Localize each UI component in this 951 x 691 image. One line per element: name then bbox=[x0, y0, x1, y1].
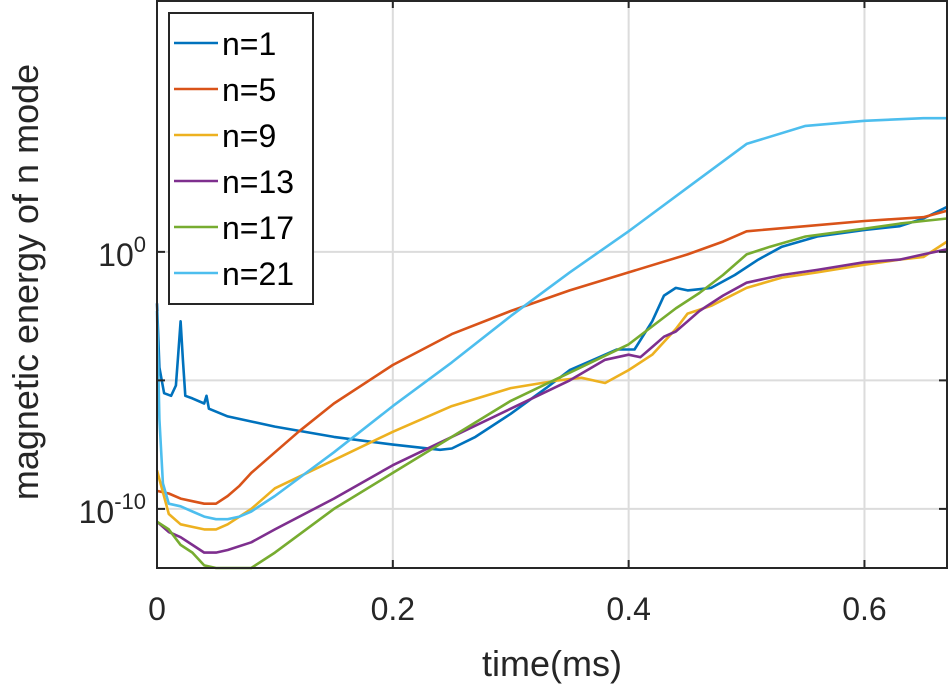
series-lines bbox=[155, 116, 948, 570]
x-tick-label: 0.6 bbox=[842, 591, 886, 627]
x-tick-label: 0.4 bbox=[606, 591, 650, 627]
y-tick-label: 10-10 bbox=[79, 489, 146, 530]
series-line-n-17 bbox=[156, 217, 948, 570]
x-tick-label: 0.2 bbox=[371, 591, 415, 627]
axes-box bbox=[156, 0, 948, 569]
axis-ticks: 0 0.2 0.4 0.6 10-10 100 bbox=[79, 0, 947, 627]
x-axis-label: time(ms) bbox=[482, 643, 622, 684]
series-line-n-1 bbox=[155, 205, 948, 452]
legend-label: n=13 bbox=[222, 164, 294, 200]
legend-label: n=5 bbox=[222, 72, 276, 108]
y-tick-label: 100 bbox=[98, 232, 146, 273]
legend-box bbox=[168, 12, 314, 305]
series-line-n-5 bbox=[156, 209, 948, 505]
legend-label: n=17 bbox=[222, 210, 294, 246]
series-line-n-13 bbox=[156, 248, 948, 554]
series-line-n-21 bbox=[155, 116, 947, 521]
y-axis-label: magnetic energy of n mode bbox=[5, 64, 46, 500]
legend-label: n=1 bbox=[222, 26, 276, 62]
x-tick-label: 0 bbox=[148, 591, 166, 627]
legend: n=1 n=5 n=9 n=13 n=17 n=21 bbox=[168, 12, 314, 305]
legend-label: n=9 bbox=[222, 118, 276, 154]
legend-label: n=21 bbox=[222, 256, 294, 292]
